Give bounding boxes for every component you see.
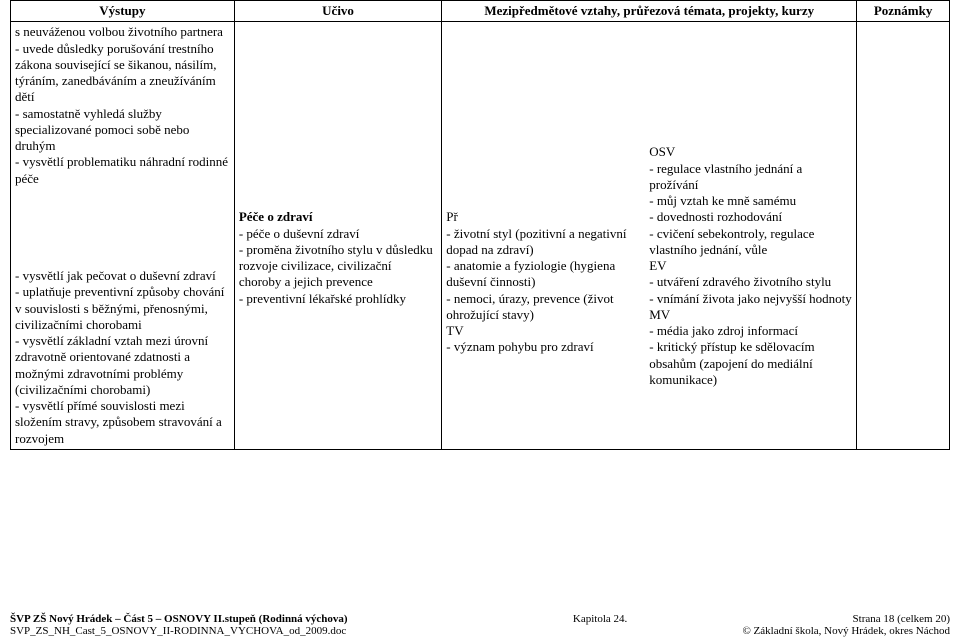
mezi-left-spacer [446, 24, 649, 209]
header-ucivo: Učivo [234, 1, 441, 22]
footer-center-1: Kapitola 24. [573, 613, 627, 626]
footer-left-2: SVP_ZS_NH_Cast_5_OSNOVY_II-RODINNA_VYCHO… [10, 625, 346, 638]
header-vystupy: Výstupy [11, 1, 235, 22]
curriculum-table: Výstupy Učivo Mezipředmětové vztahy, prů… [10, 0, 950, 450]
table-row: s neuváženou volbou životního partnera -… [11, 22, 950, 450]
cell-poznamky [857, 22, 950, 450]
mezi-left-text: Př - životní styl (pozitivní a negativní… [446, 209, 649, 355]
cell-vystupy: s neuváženou volbou životního partnera -… [11, 22, 235, 450]
header-poznamky: Poznámky [857, 1, 950, 22]
table-header-row: Výstupy Učivo Mezipředmětové vztahy, prů… [11, 1, 950, 22]
footer-right-2: © Základní škola, Nový Hrádek, okres Nác… [742, 625, 950, 638]
page-footer: ŠVP ZŠ Nový Hrádek – Část 5 – OSNOVY II.… [10, 613, 950, 638]
page: Výstupy Učivo Mezipředmětové vztahy, prů… [0, 0, 960, 644]
cell-mezi: Př - životní styl (pozitivní a negativní… [442, 22, 857, 450]
mezi-right-spacer [649, 24, 852, 144]
ucivo-spacer [239, 24, 437, 209]
footer-right-1: Strana 18 (celkem 20) [853, 613, 950, 626]
header-mezi: Mezipředmětové vztahy, průřezová témata,… [442, 1, 857, 22]
footer-left-1: ŠVP ZŠ Nový Hrádek – Část 5 – OSNOVY II.… [10, 613, 348, 626]
cell-ucivo: Péče o zdraví - péče o duševní zdraví - … [234, 22, 441, 450]
ucivo-items: - péče o duševní zdraví - proměna životn… [239, 226, 437, 307]
ucivo-title: Péče o zdraví [239, 209, 313, 224]
vystupy-text: s neuváženou volbou životního partnera -… [15, 24, 230, 447]
mezi-right-text: OSV - regulace vlastního jednání a proží… [649, 144, 852, 388]
